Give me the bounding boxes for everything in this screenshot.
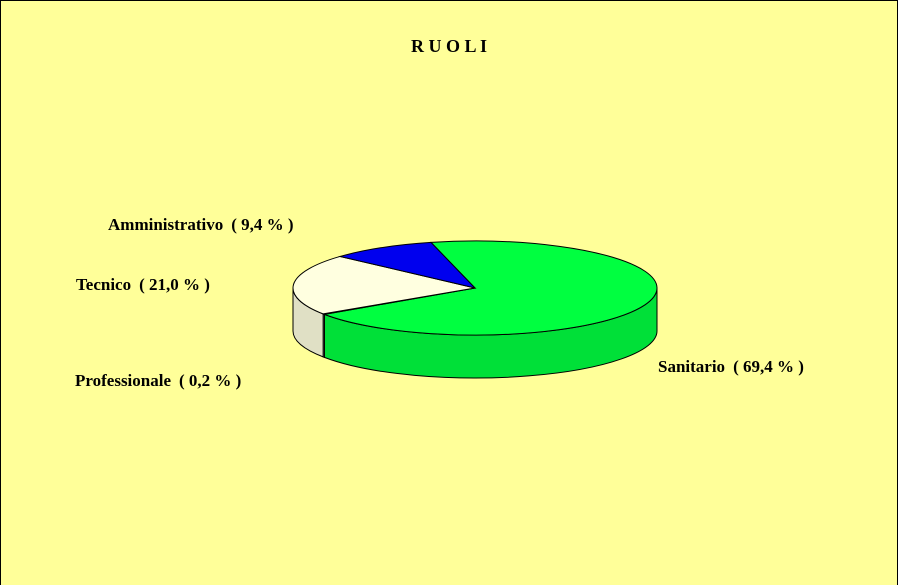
slice [322, 240, 658, 336]
category-label: Amministrativo [108, 215, 223, 234]
category-label: Tecnico [76, 275, 131, 294]
slice [292, 255, 476, 315]
value-label: ( 0,2 % ) [179, 371, 241, 390]
data-label: Amministrativo ( 9,4 % ) [108, 215, 294, 234]
value-label: ( 21,0 % ) [139, 275, 210, 294]
category-label: Sanitario [658, 357, 725, 376]
value-label: ( 9,4 % ) [231, 215, 293, 234]
value-label: ( 69,4 % ) [733, 357, 804, 376]
slice [338, 241, 477, 289]
data-label: Professionale ( 0,2 % ) [75, 371, 241, 390]
chart-title: R U O L I [411, 36, 487, 56]
category-label: Professionale [75, 371, 171, 390]
data-label: Sanitario ( 69,4 % ) [658, 357, 804, 376]
data-label: Tecnico ( 21,0 % ) [76, 275, 210, 294]
